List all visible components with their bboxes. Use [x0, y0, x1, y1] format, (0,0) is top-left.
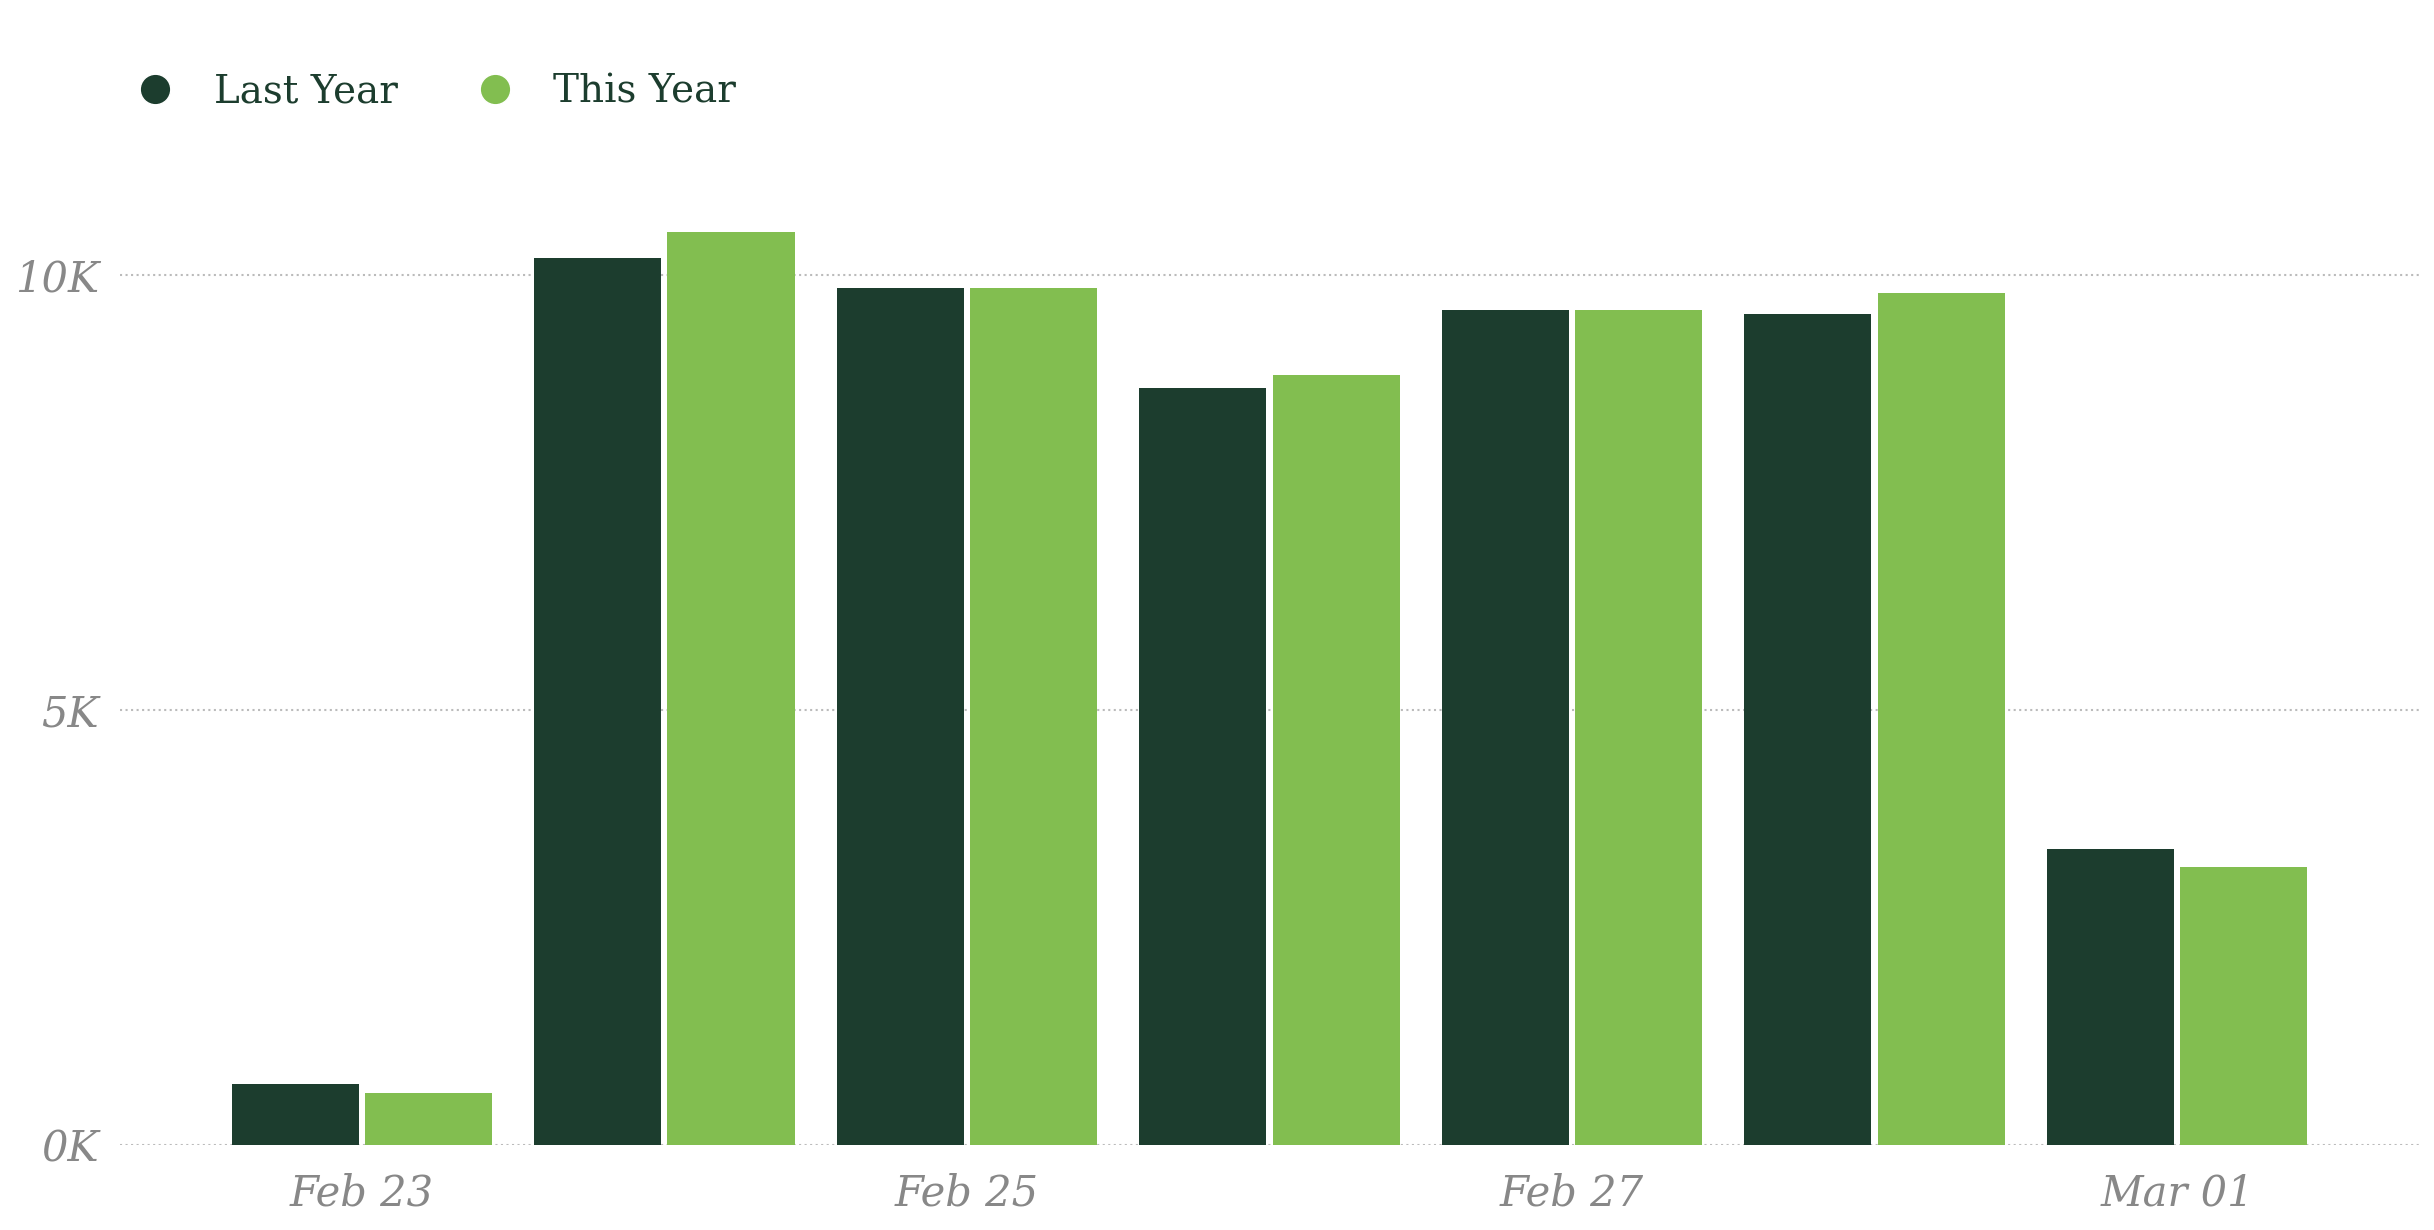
Bar	[1273, 375, 1400, 1145]
Bar	[2047, 850, 2174, 1145]
Bar	[365, 1093, 492, 1145]
Bar	[535, 258, 662, 1145]
Bar	[1441, 310, 1570, 1145]
Bar	[1139, 389, 1266, 1145]
Bar	[2181, 867, 2307, 1145]
Bar	[667, 231, 793, 1145]
Legend: Last Year, This Year: Last Year, This Year	[117, 74, 735, 111]
Bar	[837, 288, 964, 1145]
Bar	[1877, 293, 2006, 1145]
Bar	[971, 288, 1098, 1145]
Bar	[231, 1085, 358, 1145]
Bar	[1745, 315, 1872, 1145]
Bar	[1575, 310, 1701, 1145]
